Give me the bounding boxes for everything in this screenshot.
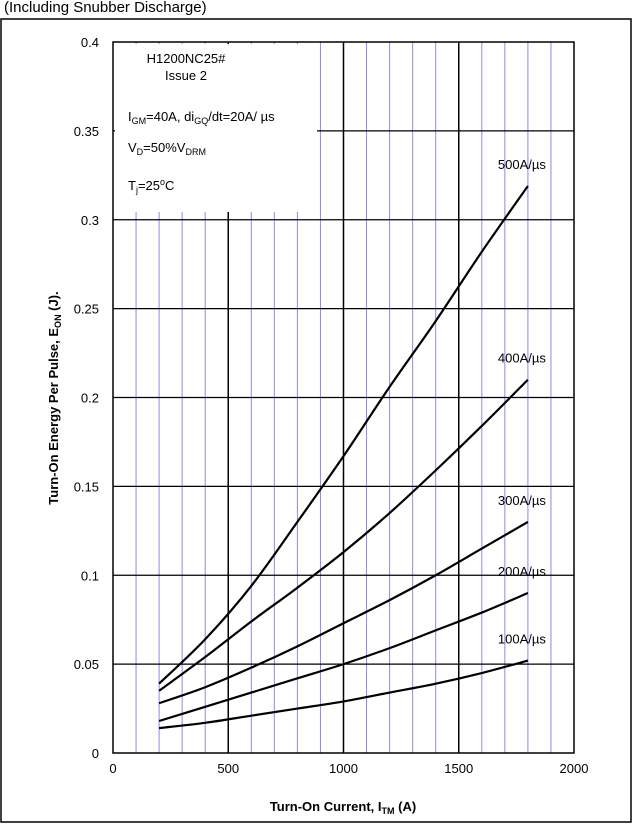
- series-line: [158, 592, 529, 723]
- series-label: 100A/µs: [498, 632, 546, 647]
- y-tick-label: 0.15: [74, 479, 99, 494]
- y-tick-label: 0.35: [74, 124, 99, 139]
- series-line: [158, 659, 529, 730]
- y-tick-label: 0.3: [81, 213, 99, 228]
- series-line: [158, 185, 529, 685]
- legend-temperature: Tj=25oC: [128, 177, 174, 195]
- x-tick-label: 2000: [560, 761, 589, 776]
- tick-labels: 0 500 1000 1500 2000 0 0.05 0.1 0.15 0.2 0.25 0.3 0.…: [74, 35, 589, 776]
- legend-issue: Issue 2: [165, 68, 207, 83]
- series-group: 500A/µs 400A/µs 300A/µs 200A/µs 100A/µs: [158, 157, 546, 730]
- y-axis-label: Turn-On Energy Per Pulse, EON (J).: [46, 291, 63, 504]
- series-label: 400A/µs: [498, 351, 546, 366]
- y-tick-label: 0.2: [81, 391, 99, 406]
- series-label: 500A/µs: [498, 157, 546, 172]
- y-tick-label: 0.25: [74, 302, 99, 317]
- figure-border: [0, 18, 632, 823]
- x-tick-label: 1000: [329, 761, 358, 776]
- plot-area-border: [112, 41, 575, 754]
- series-label: 200A/µs: [498, 564, 546, 579]
- y-tick-label: 0.05: [74, 657, 99, 672]
- y-tick-label: 0.1: [81, 568, 99, 583]
- y-tick-label: 0: [92, 746, 99, 761]
- x-tick-label: 500: [217, 761, 239, 776]
- legend-box: [115, 44, 317, 212]
- header-text: (Including Snubber Discharge): [4, 0, 207, 16]
- legend-gate-conditions: IGM=40A, diGQ/dt=20A/ µs: [128, 109, 275, 126]
- y-tick-label: 0.4: [81, 35, 99, 50]
- x-tick-label: 1500: [444, 761, 473, 776]
- series-line: [158, 378, 529, 692]
- series-line: [158, 520, 529, 705]
- series-label: 300A/µs: [498, 493, 546, 508]
- legend-device: H1200NC25#: [147, 51, 227, 66]
- x-tick-label: 0: [109, 761, 116, 776]
- x-axis-label: Turn-On Current, ITM (A): [270, 799, 416, 816]
- plot-border: [112, 41, 575, 754]
- legend-voltage: VD=50%VDRM: [128, 140, 206, 157]
